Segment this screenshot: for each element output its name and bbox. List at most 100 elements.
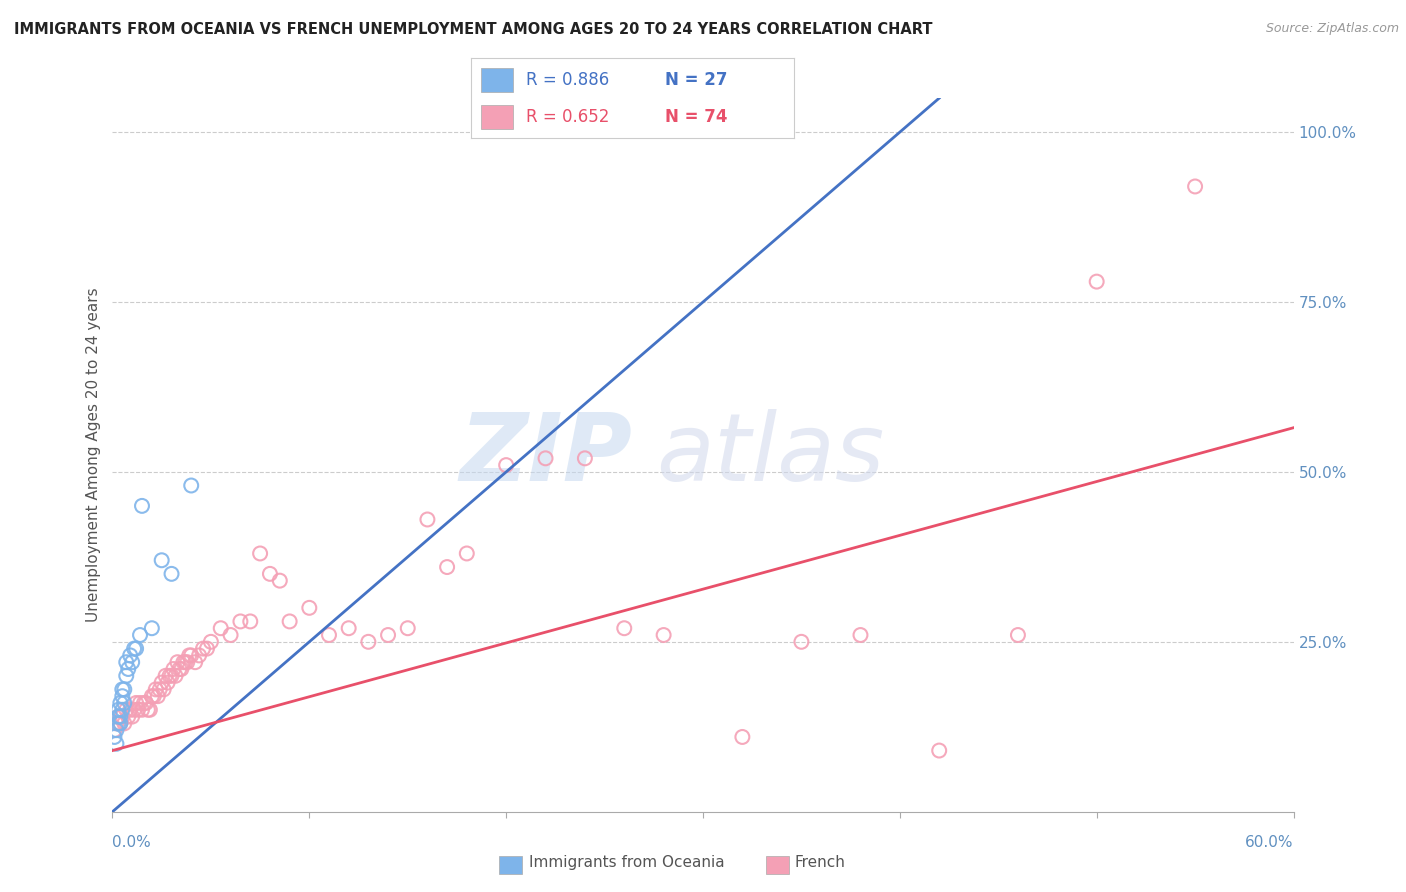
Point (269, 574, 291, 588)
Point (172, 655, 194, 669)
Point (162, 662, 184, 676)
Point (107, 703, 129, 717)
Point (120, 648, 142, 663)
Point (229, 615, 252, 629)
Point (1085, 275, 1108, 289)
Point (129, 696, 152, 710)
Point (160, 566, 183, 581)
Bar (481, 68, 513, 92)
Point (105, 723, 128, 738)
Point (574, 451, 596, 466)
Point (249, 546, 271, 560)
Point (129, 628, 152, 642)
Point (337, 621, 360, 635)
Text: ZIP: ZIP (460, 409, 633, 501)
Point (125, 641, 148, 656)
Point (495, 458, 517, 472)
Point (195, 641, 218, 656)
Point (131, 703, 153, 717)
Text: French: French (794, 855, 845, 870)
Point (141, 689, 163, 703)
Point (120, 703, 142, 717)
Point (239, 615, 262, 629)
Point (146, 689, 169, 703)
Point (259, 566, 281, 581)
Point (111, 703, 134, 717)
Point (105, 716, 128, 731)
Point (150, 675, 173, 690)
Point (298, 600, 321, 615)
Point (790, 635, 813, 649)
Point (160, 669, 183, 683)
Point (115, 669, 138, 683)
Text: R = 0.652: R = 0.652 (526, 108, 609, 126)
Point (318, 628, 340, 642)
Point (103, 730, 125, 744)
Point (111, 689, 134, 703)
Point (131, 499, 153, 513)
Point (191, 641, 214, 656)
Point (135, 696, 157, 710)
Point (165, 669, 187, 683)
Point (156, 675, 179, 690)
Point (1007, 628, 1029, 642)
Point (112, 716, 135, 731)
Point (152, 682, 174, 697)
Point (122, 703, 145, 717)
Point (141, 621, 163, 635)
Bar (481, 104, 513, 128)
Point (111, 682, 134, 697)
Point (357, 635, 380, 649)
Point (122, 641, 145, 656)
Point (139, 703, 162, 717)
Point (731, 730, 754, 744)
Text: 60.0%: 60.0% (1246, 836, 1294, 850)
Y-axis label: Unemployment Among Ages 20 to 24 years: Unemployment Among Ages 20 to 24 years (86, 287, 101, 623)
Point (117, 709, 139, 723)
Point (112, 682, 135, 697)
Point (377, 628, 399, 642)
Point (115, 655, 138, 669)
Point (115, 703, 138, 717)
Point (534, 451, 557, 466)
Point (159, 669, 181, 683)
Point (107, 709, 129, 723)
Point (436, 560, 458, 574)
Point (176, 655, 198, 669)
Point (112, 696, 135, 710)
Point (416, 512, 439, 526)
Point (121, 709, 143, 723)
Point (278, 615, 301, 629)
Point (180, 648, 202, 663)
Point (166, 655, 188, 669)
Text: R = 0.886: R = 0.886 (526, 70, 609, 88)
Text: Source: ZipAtlas.com: Source: ZipAtlas.com (1265, 22, 1399, 36)
Point (180, 478, 202, 492)
Point (149, 682, 172, 697)
Point (928, 743, 950, 757)
Point (107, 716, 129, 731)
Point (121, 655, 143, 669)
Point (110, 709, 132, 723)
Point (456, 546, 478, 560)
Point (1184, 179, 1206, 194)
Point (170, 662, 193, 676)
Point (103, 723, 125, 738)
Point (145, 682, 167, 697)
Point (613, 621, 636, 635)
Point (110, 716, 132, 731)
Point (136, 703, 159, 717)
Point (105, 737, 128, 751)
Point (396, 621, 419, 635)
Point (209, 621, 232, 635)
Point (219, 628, 242, 642)
Text: N = 27: N = 27 (665, 70, 727, 88)
Point (110, 716, 132, 731)
Point (849, 628, 872, 642)
Point (150, 553, 173, 567)
Text: IMMIGRANTS FROM OCEANIA VS FRENCH UNEMPLOYMENT AMONG AGES 20 TO 24 YEARS CORRELA: IMMIGRANTS FROM OCEANIA VS FRENCH UNEMPL… (14, 22, 932, 37)
Point (200, 635, 222, 649)
Point (179, 648, 201, 663)
Text: N = 74: N = 74 (665, 108, 727, 126)
Point (132, 696, 155, 710)
